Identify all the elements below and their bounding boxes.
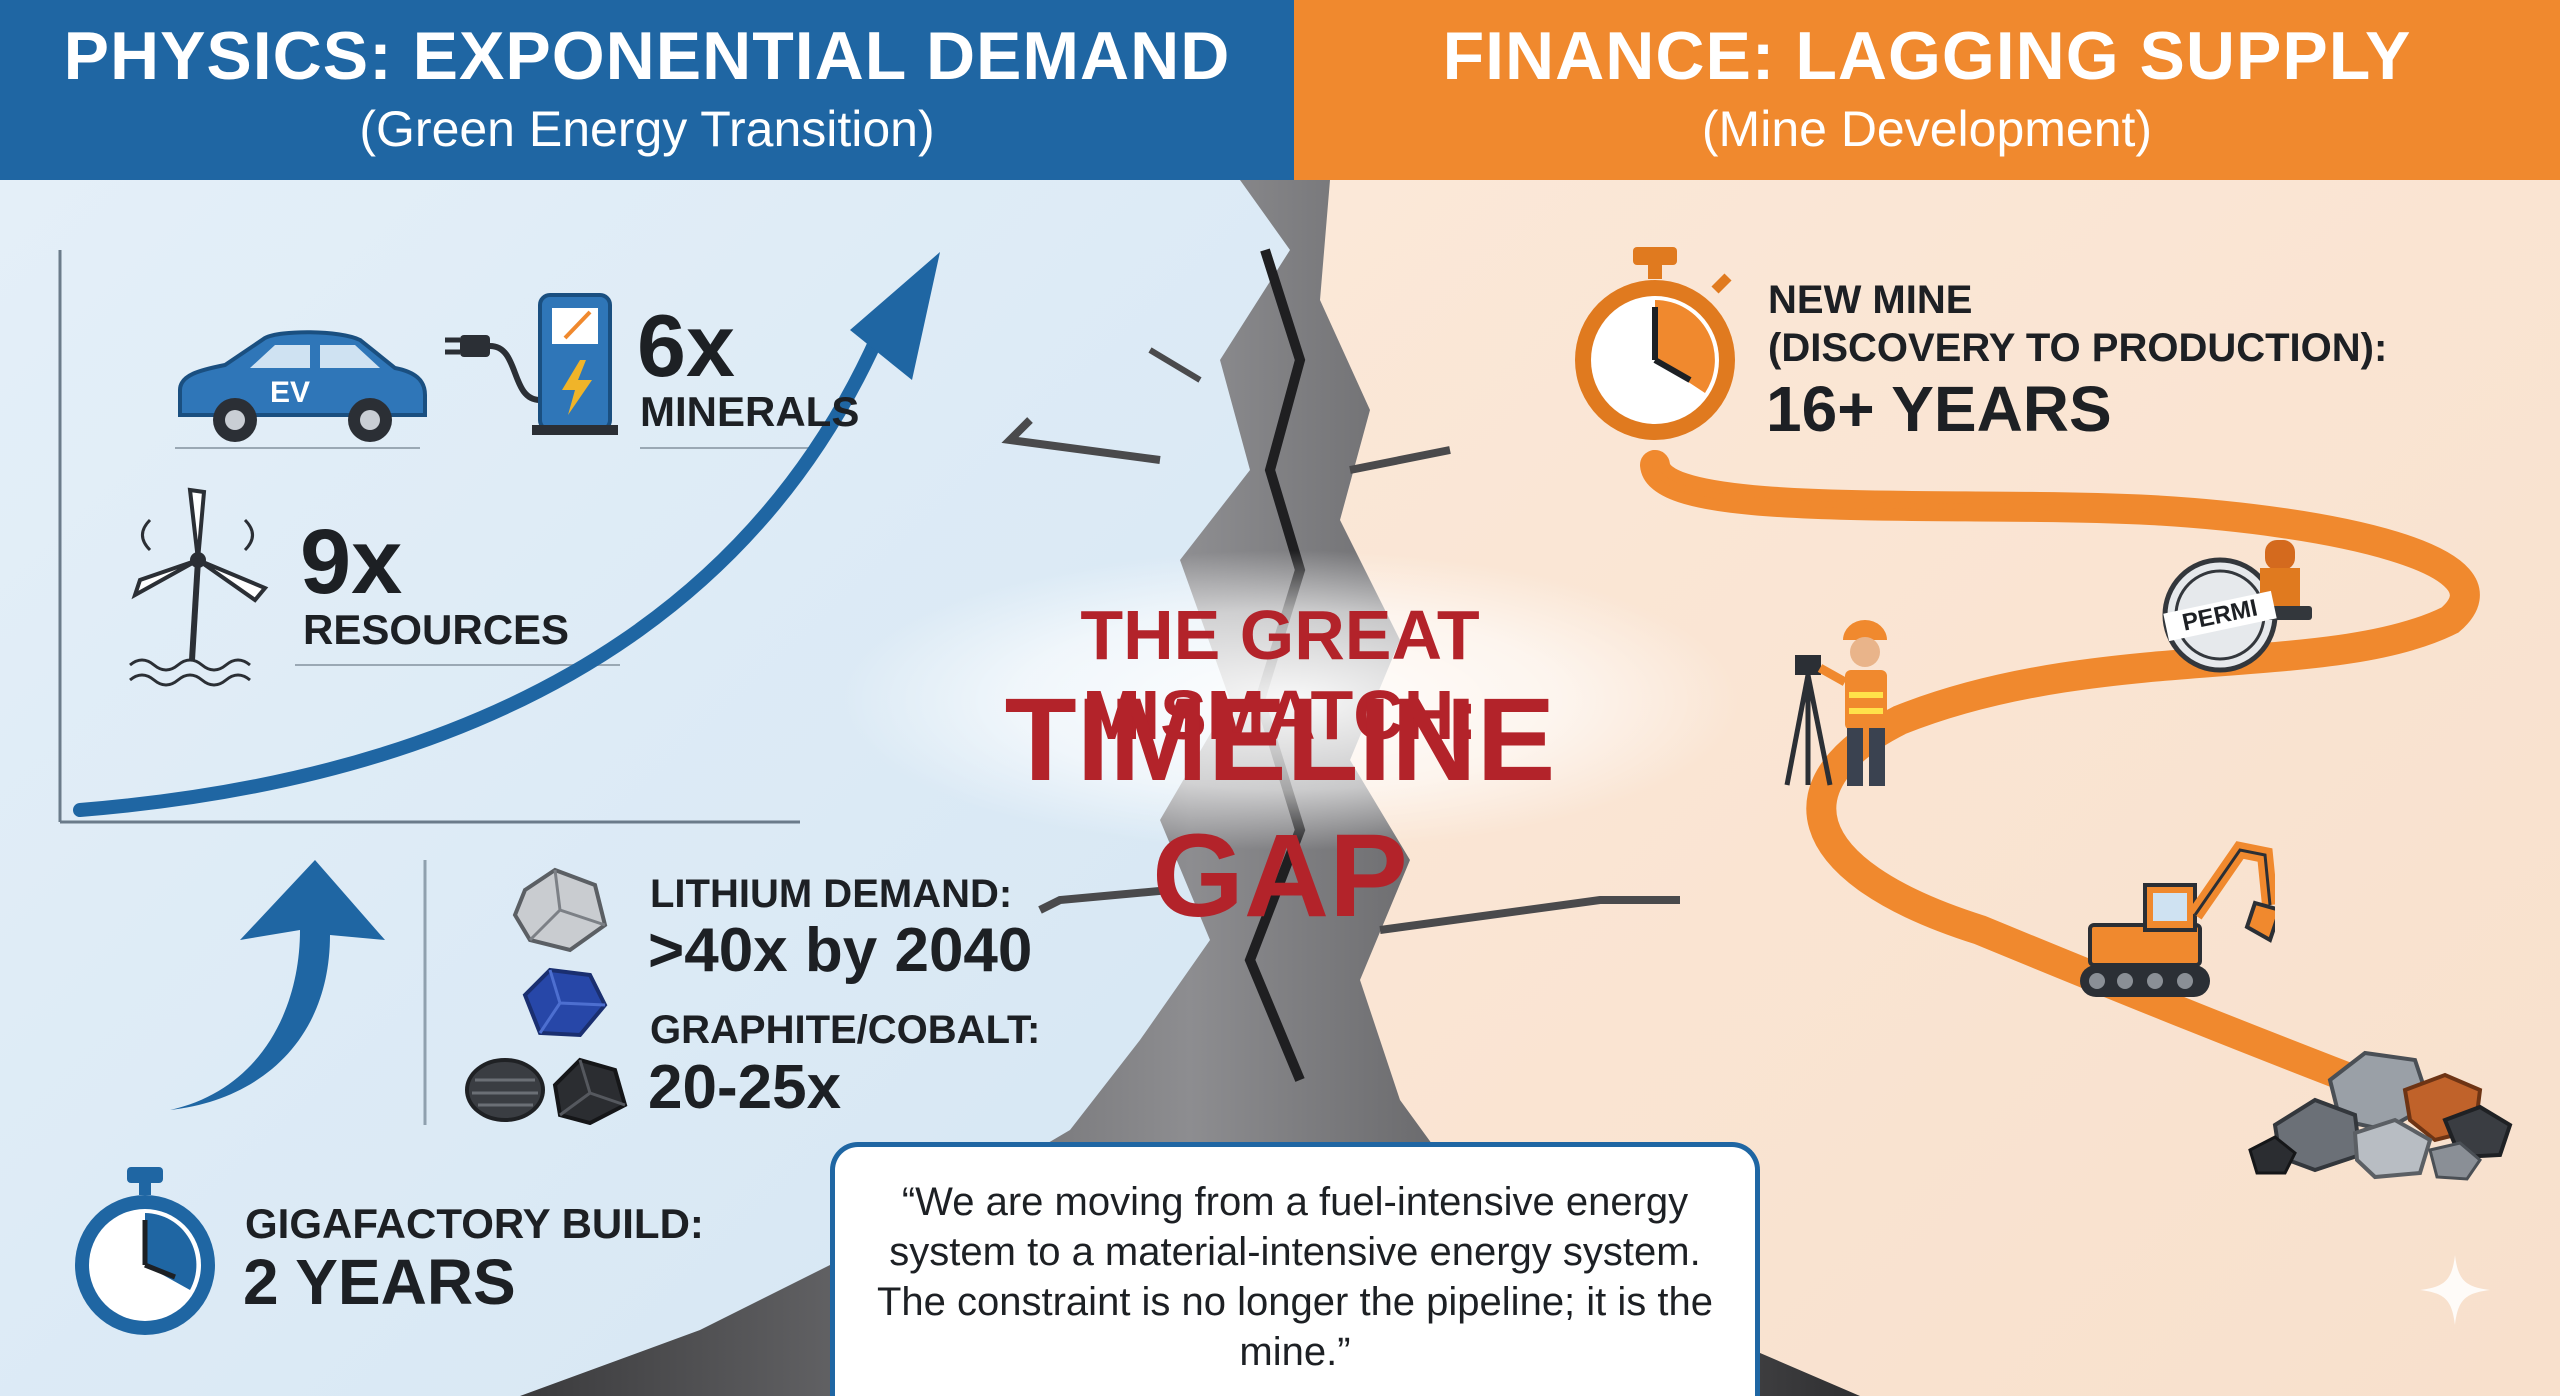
quote-text: “We are moving from a fuel-intensive ene… bbox=[876, 1180, 1714, 1374]
resources-label: RESOURCES bbox=[303, 606, 570, 653]
center-title-line2: TIMELINE GAP bbox=[1004, 674, 1556, 942]
exponential-curve bbox=[73, 252, 940, 817]
ev-car-icon: EV bbox=[170, 320, 430, 450]
resources-value: 9x bbox=[300, 511, 403, 613]
graphite-label: GRAPHITE/COBALT: bbox=[650, 1008, 1041, 1052]
right-header: FINANCE: LAGGING SUPPLY (Mine Developmen… bbox=[1294, 0, 2560, 180]
charging-station-icon bbox=[440, 290, 630, 440]
sparkle-icon bbox=[2420, 1255, 2490, 1325]
right-header-subtitle: (Mine Development) bbox=[1701, 100, 2153, 157]
lithium-value: >40x by 2040 bbox=[648, 916, 1033, 985]
up-arrow-icon bbox=[170, 860, 385, 1110]
lithium-ore-icon bbox=[510, 865, 610, 955]
quote-box: “We are moving from a fuel-intensive ene… bbox=[830, 1142, 1760, 1396]
mine-value: 16+ YEARS bbox=[1766, 373, 2112, 445]
right-header-title: FINANCE: LAGGING SUPPLY bbox=[1442, 18, 2412, 95]
surveyor-icon bbox=[1775, 620, 1900, 790]
lithium-label: LITHIUM DEMAND: bbox=[650, 872, 1013, 916]
wind-turbine-icon bbox=[120, 480, 280, 690]
ev-label: EV bbox=[270, 376, 311, 409]
excavator-icon bbox=[2075, 835, 2283, 1005]
gigafactory-label: GIGAFACTORY BUILD: bbox=[245, 1200, 704, 1247]
minerals-label: MINERALS bbox=[640, 388, 860, 435]
cobalt-ore-icon bbox=[515, 965, 610, 1040]
graphite-value: 20-25x bbox=[648, 1053, 842, 1122]
left-header-title: PHYSICS: EXPONENTIAL DEMAND bbox=[63, 18, 1231, 95]
minerals-value: 6x bbox=[637, 296, 735, 395]
permit-stamp-icon: PERMI bbox=[2150, 530, 2320, 680]
mine-line2: (DISCOVERY TO PRODUCTION): bbox=[1768, 326, 2388, 370]
ore-pile-icon bbox=[2245, 1045, 2515, 1185]
graphite-ore-icon bbox=[460, 1045, 630, 1126]
gigafactory-value: 2 YEARS bbox=[243, 1246, 516, 1318]
left-header-subtitle: (Green Energy Transition) bbox=[359, 100, 935, 157]
growth-chart-frame bbox=[58, 250, 820, 824]
mine-line1: NEW MINE bbox=[1768, 278, 1973, 322]
stopwatch-icon bbox=[65, 1165, 225, 1340]
center-title-line1: THE GREAT MISMATCH: bbox=[1080, 596, 1480, 754]
mine-stopwatch-icon bbox=[1565, 245, 1745, 445]
left-header: PHYSICS: EXPONENTIAL DEMAND (Green Energ… bbox=[0, 0, 1294, 180]
